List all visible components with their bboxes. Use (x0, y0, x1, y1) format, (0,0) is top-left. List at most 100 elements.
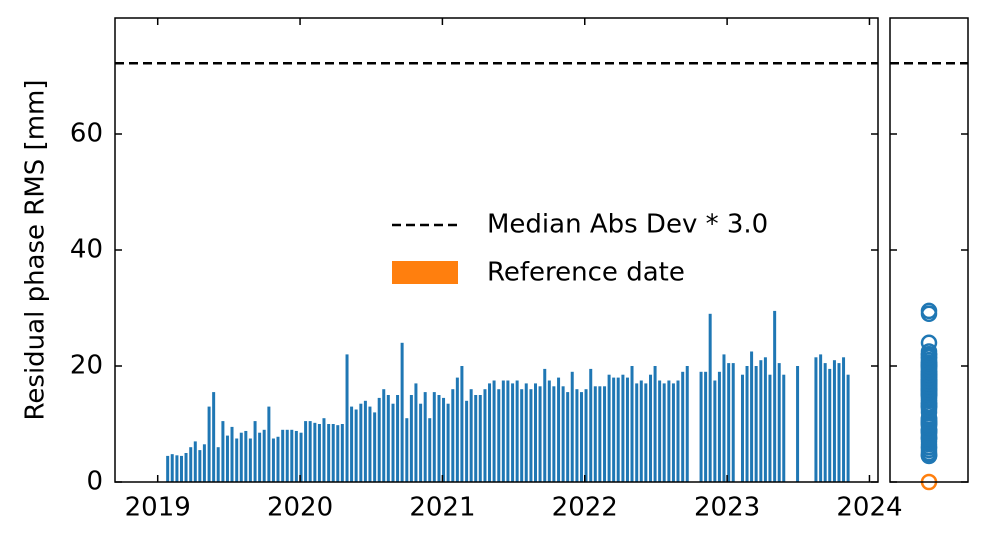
y-tick-label: 40 (70, 235, 103, 265)
bar (492, 380, 496, 482)
bar (235, 438, 239, 482)
bar (501, 380, 505, 482)
bar (497, 389, 501, 482)
bar (202, 444, 206, 482)
bar (782, 374, 786, 482)
bar (740, 374, 744, 482)
bar (566, 392, 570, 482)
bar (460, 366, 464, 482)
bar (584, 389, 588, 482)
bar (547, 380, 551, 482)
bar (727, 363, 731, 482)
bar (649, 374, 653, 482)
bar (570, 371, 574, 482)
plot-frame (114, 17, 879, 483)
bar (708, 313, 712, 482)
bar (731, 363, 735, 482)
bar (842, 357, 846, 482)
bar (538, 386, 542, 482)
y-axis-label: Residual phase RMS [mm] (21, 80, 51, 421)
bar (359, 403, 363, 482)
bar (717, 371, 721, 482)
legend-reference-swatch (392, 261, 458, 284)
bar (294, 430, 298, 482)
x-tick-label: 2019 (125, 493, 191, 523)
x-tick-label: 2023 (694, 493, 760, 523)
bar (846, 374, 850, 482)
bar (612, 377, 616, 482)
bar (639, 380, 643, 482)
bar (258, 432, 262, 482)
bar (327, 424, 331, 482)
bar (671, 383, 675, 482)
rms-point (920, 354, 938, 372)
bar (248, 438, 252, 482)
bar (368, 406, 372, 482)
bar (221, 421, 225, 482)
bar (317, 424, 321, 482)
bar (520, 389, 524, 482)
bar (823, 363, 827, 482)
bar (488, 383, 492, 482)
bar (653, 366, 657, 482)
bar (391, 403, 395, 482)
bar (837, 363, 841, 482)
y-tick-label: 0 (86, 467, 103, 497)
legend-label: Reference date (487, 258, 685, 288)
bar (354, 409, 358, 482)
bar (442, 397, 446, 482)
bar (796, 366, 800, 482)
bar (193, 441, 197, 482)
bar (819, 354, 823, 482)
rms-point (920, 302, 938, 320)
bar (276, 436, 280, 482)
bar (552, 386, 556, 482)
bar (478, 395, 482, 482)
bar (814, 357, 818, 482)
bar (239, 432, 243, 482)
bar (432, 392, 436, 482)
bar (313, 422, 317, 482)
bar (170, 454, 174, 482)
x-tick-label: 2020 (267, 493, 333, 523)
bar (685, 366, 689, 482)
bar (745, 366, 749, 482)
bar (437, 395, 441, 482)
bar (773, 310, 777, 482)
bar (386, 395, 390, 482)
bar (713, 380, 717, 482)
bar (625, 377, 629, 482)
bar (607, 374, 611, 482)
bar (244, 430, 248, 482)
bar (290, 429, 294, 482)
bar (593, 386, 597, 482)
bar (212, 392, 216, 482)
bar (598, 386, 602, 482)
bar (759, 360, 763, 482)
bar (207, 406, 211, 482)
bar (667, 380, 671, 482)
bar (363, 400, 367, 482)
x-tick-label: 2024 (836, 493, 902, 523)
rms-point (920, 366, 938, 383)
bar (175, 455, 179, 482)
bar (331, 424, 335, 482)
rms-point (920, 360, 938, 378)
bar (662, 383, 666, 482)
bar (184, 453, 188, 482)
bar (225, 435, 229, 482)
bar (483, 389, 487, 482)
bar (529, 389, 533, 482)
bar (446, 403, 450, 482)
x-tick-label: 2021 (409, 493, 475, 523)
bar (534, 383, 538, 482)
bar (543, 368, 547, 482)
bar (350, 406, 354, 482)
bar (699, 371, 703, 482)
bar (216, 447, 220, 482)
bar (451, 389, 455, 482)
bar (230, 426, 234, 482)
bar (189, 447, 193, 482)
bar (616, 377, 620, 482)
